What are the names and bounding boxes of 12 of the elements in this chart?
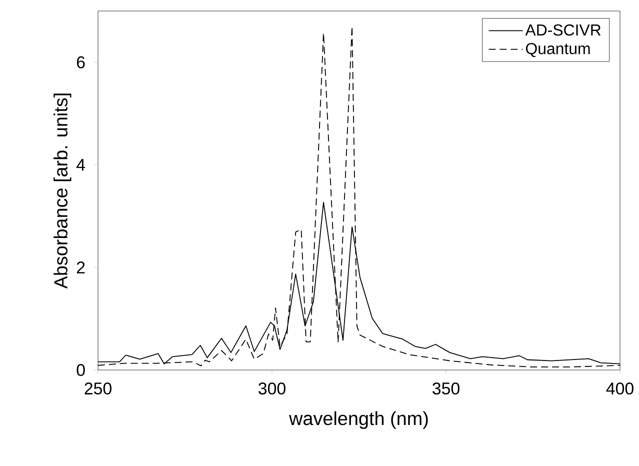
x-tick-label: 350: [432, 382, 460, 394]
y-axis-title: Absorbance [arb. units]: [54, 94, 72, 289]
x-tick-label: 400: [606, 382, 634, 394]
y-tick-label: 4: [76, 159, 86, 171]
x-tick-label: 300: [258, 382, 286, 394]
x-axis-title: wavelength (nm): [289, 411, 428, 429]
y-tick-label: 6: [76, 56, 85, 68]
x-tick-label: 250: [84, 382, 112, 394]
y-tick-label: 2: [76, 262, 85, 274]
legend-label: Quantum: [526, 42, 590, 58]
y-tick-label: 0: [76, 364, 85, 376]
legend-label: AD-SCIVR: [525, 24, 601, 36]
